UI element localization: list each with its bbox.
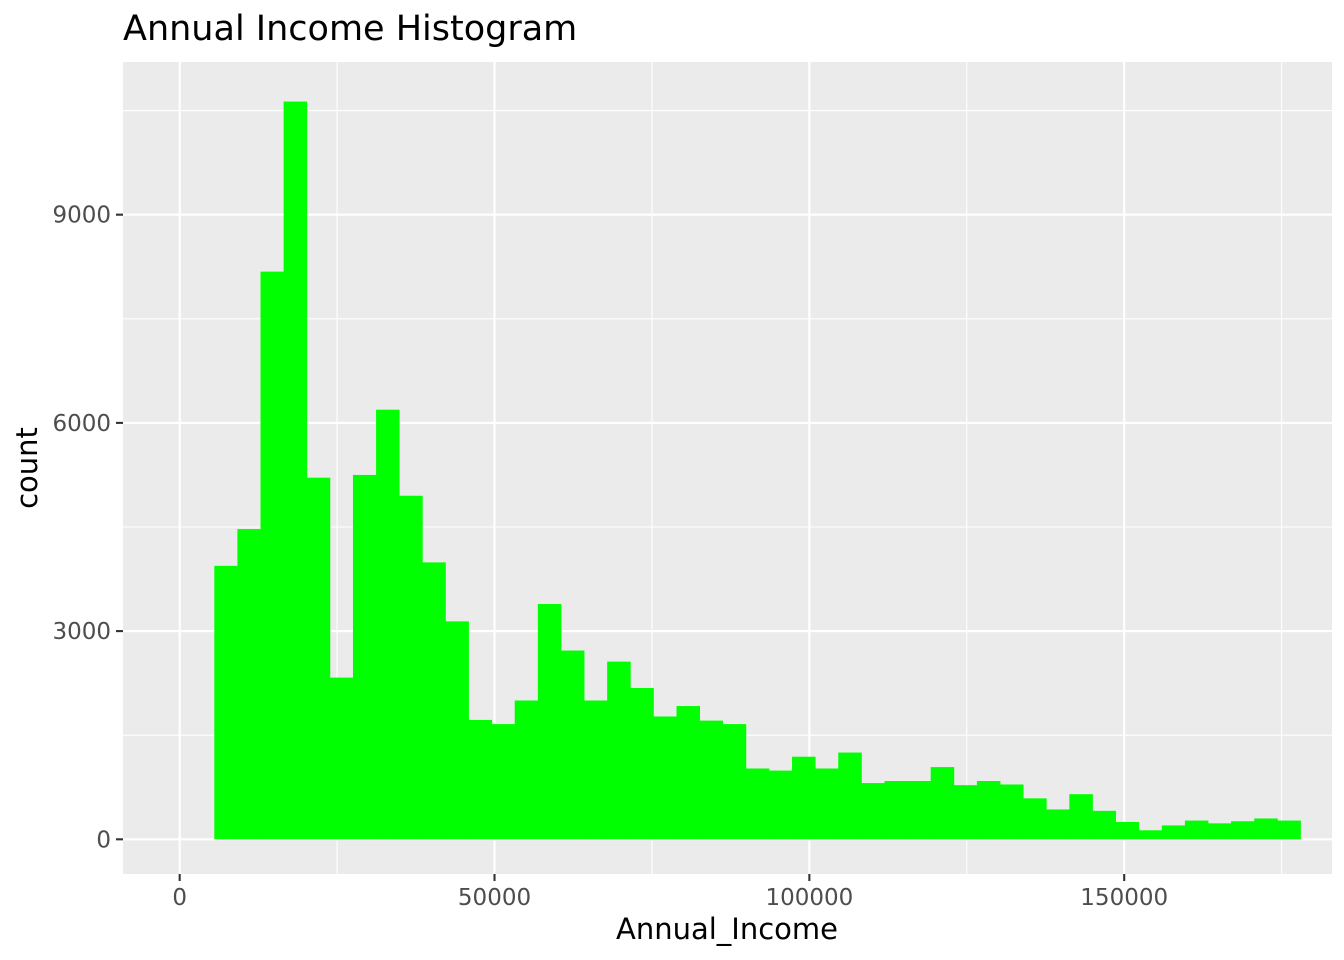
histogram-bar <box>1046 809 1070 840</box>
x-tick-label: 0 <box>172 885 187 911</box>
histogram-bar <box>976 781 1001 840</box>
chart-title: Annual Income Histogram <box>123 9 577 49</box>
histogram-bar <box>1115 821 1140 840</box>
x-tick-label: 100000 <box>765 885 853 911</box>
y-tick-label: 6000 <box>52 411 111 437</box>
histogram-bar <box>352 474 377 840</box>
histogram-bar <box>584 700 608 840</box>
histogram-bar <box>884 781 908 840</box>
histogram-bar <box>722 724 747 840</box>
histogram-bar <box>306 477 331 840</box>
histogram-bar <box>283 101 308 840</box>
histogram-bar <box>329 677 354 840</box>
histogram-bar <box>1138 830 1163 840</box>
histogram-bar <box>930 767 955 840</box>
histogram-bar <box>1208 823 1232 840</box>
histogram-bar <box>445 621 469 840</box>
histogram-bar <box>653 716 677 840</box>
y-axis: 0 3000 6000 9000 <box>52 203 123 853</box>
y-axis-title: count <box>10 427 44 509</box>
histogram-bar <box>699 720 724 840</box>
histogram-bar <box>514 700 539 840</box>
histogram-bar <box>768 770 793 840</box>
histogram-bar <box>1161 825 1186 840</box>
y-tick-label: 0 <box>96 827 111 853</box>
histogram-bar <box>1092 810 1116 840</box>
histogram-bar <box>676 706 701 840</box>
histogram-bar <box>953 785 978 840</box>
histogram-bar <box>468 719 493 840</box>
histogram-bar <box>838 752 862 840</box>
histogram-bar <box>1184 820 1209 840</box>
histogram-bar <box>260 271 285 840</box>
histogram-bar <box>630 688 654 840</box>
histogram-bar <box>422 562 446 840</box>
minor-gridlines <box>123 62 1332 874</box>
histogram-bar <box>1277 820 1301 840</box>
histogram-bar <box>491 724 516 840</box>
histogram-bar <box>214 565 238 840</box>
x-axis-title: Annual_Income <box>616 912 838 946</box>
histogram-bar <box>815 768 839 840</box>
histogram-bar <box>537 604 562 840</box>
y-tick-label: 3000 <box>52 619 111 645</box>
histogram-bar <box>376 409 400 840</box>
x-tick-label: 50000 <box>458 885 531 911</box>
histogram-bar <box>1231 821 1255 840</box>
histogram-bar <box>1023 798 1047 840</box>
histogram-bar <box>861 783 885 840</box>
histogram-bar <box>399 495 423 840</box>
histogram-bar <box>792 756 816 840</box>
histogram-bars <box>214 101 1301 840</box>
histogram-bar <box>237 529 261 840</box>
histogram-bar <box>560 650 585 840</box>
histogram-bar <box>1000 784 1024 840</box>
histogram-bar <box>1069 794 1093 840</box>
histogram-bar <box>745 768 770 840</box>
x-axis: 0 50000 100000 150000 <box>172 874 1168 911</box>
histogram-bar <box>1254 818 1278 840</box>
y-tick-label: 9000 <box>52 203 111 229</box>
histogram-bar <box>607 661 631 840</box>
histogram-bar <box>907 781 932 840</box>
x-tick-label: 150000 <box>1080 885 1168 911</box>
